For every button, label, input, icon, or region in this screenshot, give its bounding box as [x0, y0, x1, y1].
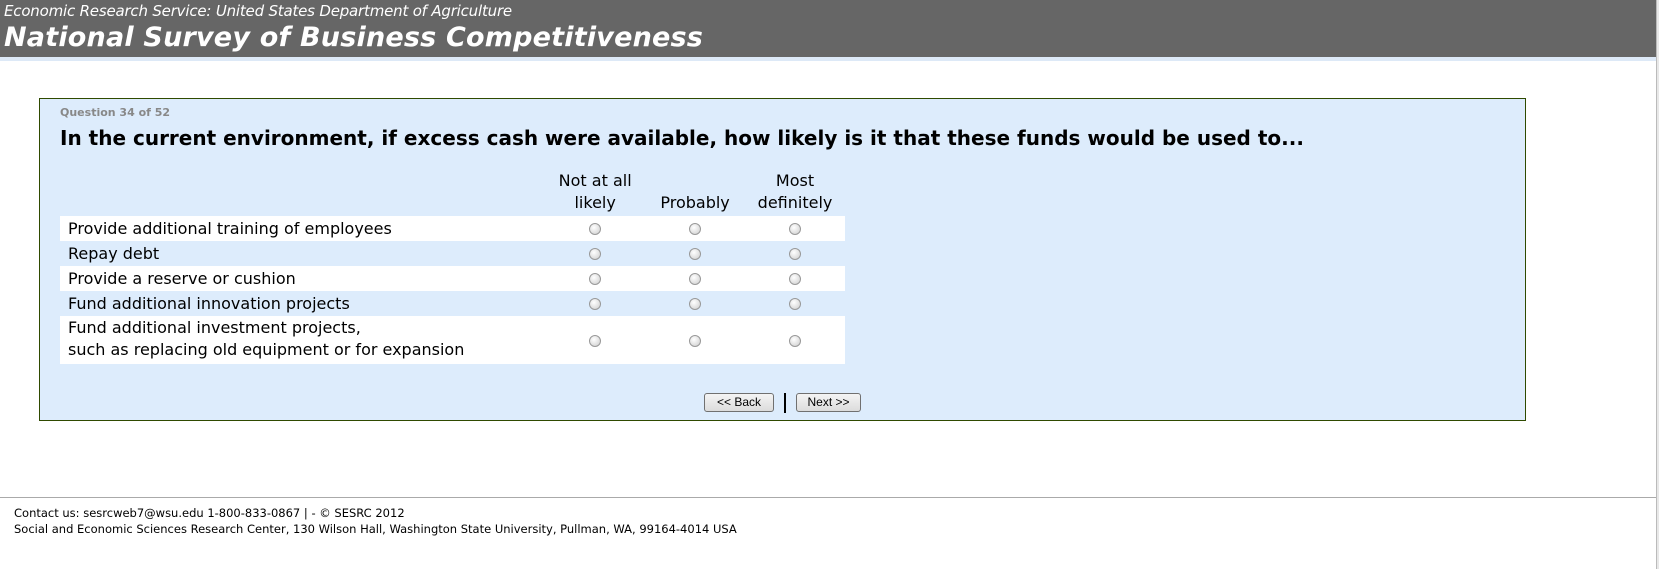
item-label: Fund additional innovation projects: [60, 291, 546, 316]
back-button[interactable]: << Back: [704, 393, 774, 412]
radio-probably[interactable]: [689, 298, 702, 310]
table-row: Fund additional investment projects, such…: [60, 316, 845, 364]
site-header: Economic Research Service: United States…: [0, 0, 1656, 57]
radio-not-at-all-likely[interactable]: [589, 334, 602, 347]
scale-label-line2: definitely: [757, 193, 833, 212]
radio-not-at-all-likely[interactable]: [589, 273, 602, 285]
radio-most-definitely[interactable]: [789, 248, 802, 260]
radio-probably[interactable]: [689, 334, 702, 347]
window-edge: [1656, 0, 1659, 569]
radio-not-at-all-likely[interactable]: [589, 298, 602, 310]
scale-header: Probably: [645, 170, 745, 216]
radio-probably[interactable]: [689, 273, 702, 285]
item-label: Provide a reserve or cushion: [60, 266, 546, 291]
question-panel: Question 34 of 52 In the current environ…: [39, 98, 1526, 421]
radio-probably[interactable]: [689, 248, 702, 260]
radio-most-definitely[interactable]: [789, 334, 802, 347]
scale-label-line2: Probably: [660, 193, 730, 212]
next-button[interactable]: Next >>: [796, 393, 861, 412]
question-counter: Question 34 of 52: [60, 106, 171, 119]
footer-divider: [0, 497, 1656, 498]
scale-header: Most definitely: [745, 170, 845, 216]
header-divider: [0, 57, 1656, 61]
table-row: Provide additional training of employees: [60, 216, 845, 241]
radio-probably[interactable]: [689, 223, 702, 235]
table-row: Fund additional innovation projects: [60, 291, 845, 316]
scale-label-line2: likely: [574, 193, 616, 212]
nav-separator: [784, 393, 786, 413]
footer-contact: Contact us: sesrcweb7@wsu.edu 1-800-833-…: [14, 506, 405, 520]
question-text: In the current environment, if excess ca…: [60, 126, 1304, 150]
scale-label-line1: Most: [775, 171, 815, 190]
radio-most-definitely[interactable]: [789, 273, 802, 285]
item-label-line1: Fund additional investment projects,: [68, 318, 361, 337]
item-label: Fund additional investment projects, such…: [60, 316, 546, 364]
scale-header-row: Not at all likely Probably Most definitely: [60, 170, 845, 216]
radio-most-definitely[interactable]: [789, 223, 802, 235]
table-row: Repay debt: [60, 241, 845, 266]
item-label-line2: such as replacing old equipment or for e…: [68, 340, 465, 359]
scale-header: Not at all likely: [545, 170, 645, 216]
scale-label-line1: Not at all: [558, 171, 632, 190]
radio-not-at-all-likely[interactable]: [589, 223, 602, 235]
radio-most-definitely[interactable]: [789, 298, 802, 310]
radio-not-at-all-likely[interactable]: [589, 248, 602, 260]
table-row: Provide a reserve or cushion: [60, 266, 845, 291]
survey-title: National Survey of Business Competitiven…: [4, 22, 704, 53]
likert-grid: Not at all likely Probably Most definitely…: [60, 170, 845, 364]
item-label: Repay debt: [60, 241, 546, 266]
item-label: Provide additional training of employees: [60, 216, 546, 241]
agency-name: Economic Research Service: United States…: [4, 2, 512, 20]
footer-address: Social and Economic Sciences Research Ce…: [14, 522, 737, 536]
